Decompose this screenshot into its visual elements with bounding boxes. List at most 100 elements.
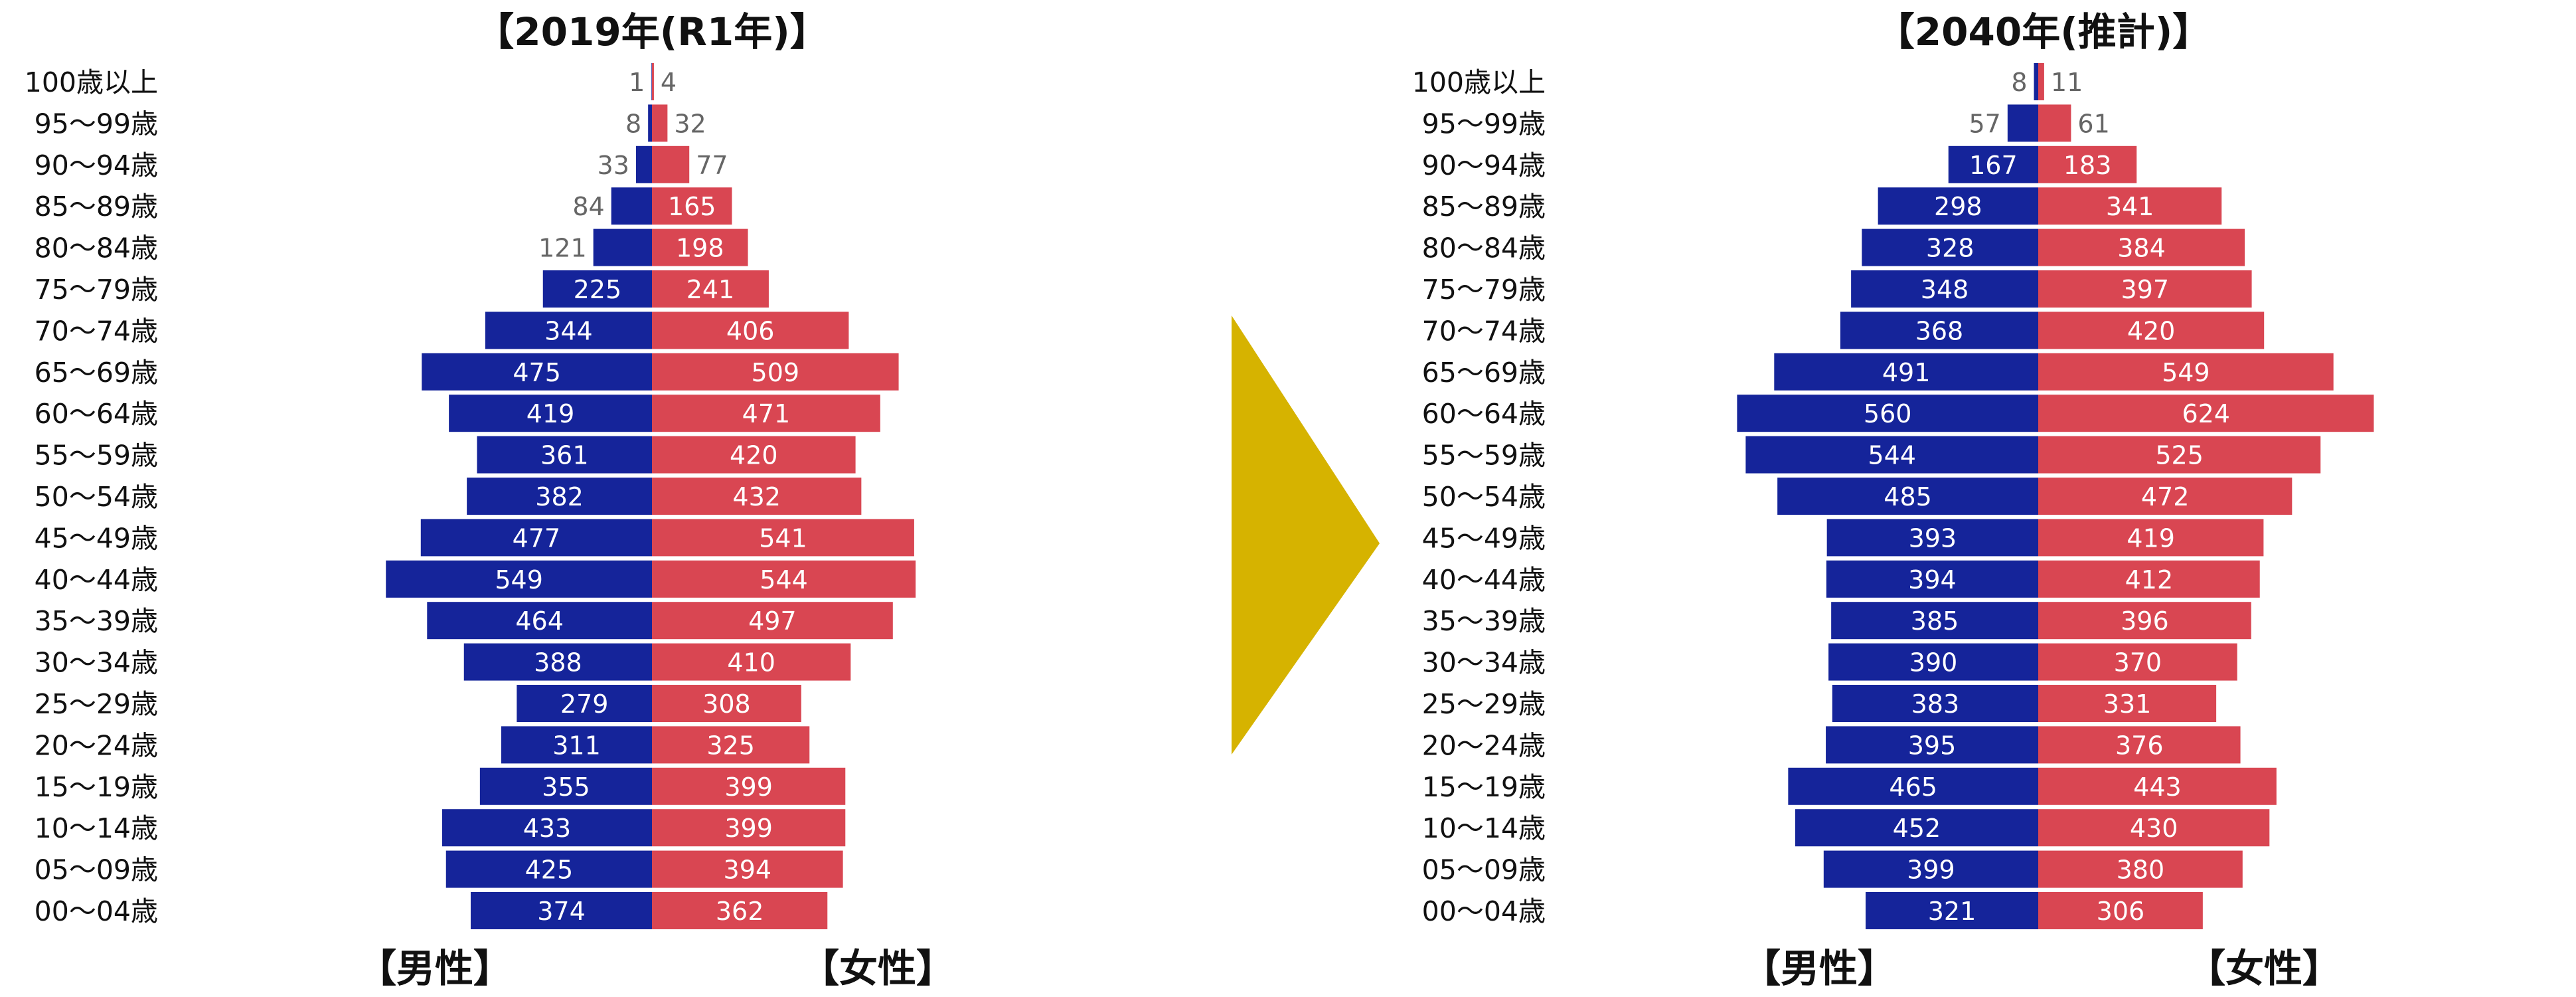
male-value-label-2019: 382 — [535, 482, 584, 511]
male-value-label-2040: 57 — [1969, 109, 2000, 138]
female-value-label-2019: 394 — [724, 856, 772, 885]
female-bar-2040 — [2038, 63, 2044, 100]
male-value-label-2019: 311 — [552, 731, 601, 760]
female-bar-2019 — [652, 892, 828, 929]
male-bar-2040 — [1777, 478, 2038, 515]
male-value-label-2019: 464 — [515, 606, 564, 636]
male-value-label-2019: 1 — [629, 68, 645, 97]
male-value-label-2040: 368 — [1915, 316, 1964, 345]
female-bar-2019 — [652, 519, 914, 557]
female-bar-2019 — [652, 560, 916, 598]
male-value-label-2040: 465 — [1889, 772, 1937, 802]
age-label-2040: 10～14歳 — [1422, 812, 1546, 844]
age-label-2040: 90～94歳 — [1422, 149, 1546, 181]
age-label-2019: 20～24歳 — [35, 729, 158, 761]
male-value-label-2019: 355 — [542, 772, 590, 802]
male-bar-2019 — [449, 395, 652, 432]
female-bar-2019 — [652, 726, 810, 764]
male-bar-2019 — [386, 560, 652, 598]
male-bar-2040 — [2034, 63, 2038, 100]
male-bar-2040 — [1831, 602, 2038, 640]
age-label-2040: 15～19歳 — [1422, 771, 1546, 803]
female-value-label-2040: 331 — [2103, 689, 2152, 719]
male-value-label-2040: 399 — [1907, 856, 1955, 885]
male-value-label-2019: 344 — [544, 316, 593, 345]
female-bar-2019 — [652, 395, 880, 432]
male-bar-2019 — [517, 685, 652, 722]
female-value-label-2019: 432 — [732, 482, 781, 511]
female-value-label-2040: 472 — [2141, 482, 2190, 511]
female-bar-2040 — [2038, 643, 2237, 681]
female-value-label-2019: 362 — [716, 897, 764, 926]
female-bar-2019 — [652, 104, 668, 142]
female-bar-2019 — [652, 312, 849, 349]
male-bar-2019 — [611, 187, 652, 225]
age-label-2019: 00～04歳 — [35, 895, 158, 927]
male-value-label-2040: 393 — [1909, 523, 1957, 553]
female-value-label-2040: 370 — [2114, 648, 2162, 678]
age-label-2040: 60～64歳 — [1422, 398, 1546, 430]
female-bar-2040 — [2038, 228, 2245, 266]
female-bar-2019 — [652, 685, 801, 722]
male-value-label-2040: 485 — [1884, 482, 1932, 511]
male-value-label-2019: 475 — [513, 358, 561, 387]
male-bar-2040 — [1826, 560, 2038, 598]
male-value-label-2019: 33 — [598, 151, 629, 180]
female-bar-2040 — [2038, 892, 2203, 929]
male-value-label-2040: 298 — [1934, 192, 1982, 221]
female-bar-2040 — [2038, 560, 2260, 598]
female-value-label-2040: 443 — [2133, 772, 2182, 802]
female-value-label-2040: 430 — [2130, 814, 2178, 843]
female-value-label-2019: 410 — [727, 648, 775, 678]
age-label-2019: 80～84歳 — [35, 232, 158, 264]
female-value-label-2040: 549 — [2162, 358, 2210, 387]
female-bar-2019 — [652, 63, 654, 100]
male-bar-2040 — [1851, 270, 2038, 308]
male-value-label-2040: 383 — [1911, 689, 1960, 719]
female-bar-2040 — [2038, 187, 2222, 225]
male-bar-2019 — [442, 809, 652, 847]
age-label-2019: 15～19歳 — [35, 771, 158, 803]
female-value-label-2019: 4 — [661, 68, 677, 97]
male-bar-2040 — [1840, 312, 2038, 349]
female-legend-2040: 【女性】 — [2187, 946, 2341, 991]
female-bar-2040 — [2038, 478, 2293, 515]
male-value-label-2019: 84 — [572, 192, 604, 221]
female-value-label-2040: 384 — [2117, 234, 2166, 263]
age-label-2040: 55～59歳 — [1422, 440, 1546, 472]
male-value-label-2040: 452 — [1893, 814, 1941, 843]
male-bar-2019 — [635, 145, 652, 183]
female-value-label-2019: 420 — [730, 441, 778, 470]
chart-title-2040: 【2040年(推計)】 — [1876, 9, 2211, 54]
male-bar-2040 — [1788, 767, 2038, 805]
age-label-2040: 45～49歳 — [1422, 522, 1546, 554]
age-label-2019: 85～89歳 — [35, 191, 158, 223]
male-bar-2019 — [477, 436, 652, 474]
male-bar-2040 — [1865, 892, 2038, 929]
age-label-2019: 100歳以上 — [25, 66, 158, 98]
male-bar-2040 — [1878, 187, 2038, 225]
female-bar-2019 — [652, 270, 769, 308]
age-label-2019: 55～59歳 — [35, 440, 158, 472]
age-label-2019: 25～29歳 — [35, 688, 158, 720]
male-value-label-2019: 361 — [540, 441, 589, 470]
female-bar-2040 — [2038, 145, 2137, 183]
male-bar-2019 — [648, 104, 652, 142]
age-label-2040: 70～74歳 — [1422, 315, 1546, 347]
female-value-label-2040: 525 — [2155, 441, 2204, 470]
female-value-label-2040: 183 — [2063, 151, 2112, 180]
age-label-2040: 65～69歳 — [1422, 357, 1546, 389]
female-value-label-2019: 165 — [668, 192, 716, 221]
chart-title-2019: 【2019年(R1年)】 — [475, 9, 828, 54]
male-bar-2019 — [479, 767, 652, 805]
female-bar-2040 — [2038, 809, 2270, 847]
male-legend-2040: 【男性】 — [1742, 946, 1896, 991]
female-value-label-2019: 325 — [706, 731, 755, 760]
female-bar-2019 — [652, 478, 862, 515]
female-bar-2019 — [652, 228, 748, 266]
male-value-label-2019: 374 — [537, 897, 586, 926]
male-bar-2040 — [1826, 519, 2038, 557]
male-bar-2019 — [501, 726, 652, 764]
